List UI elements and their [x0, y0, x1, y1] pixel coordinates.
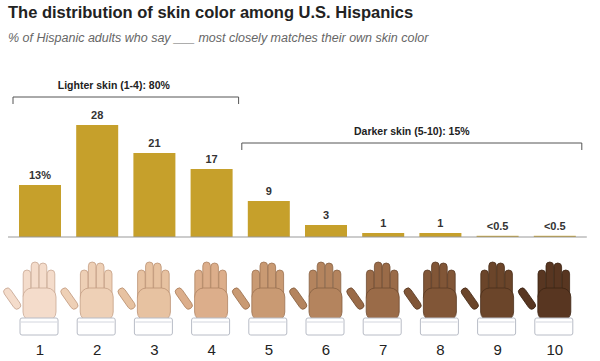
hand-icon [403, 262, 459, 335]
chart: The distribution of skin color among U.S… [0, 0, 600, 361]
x-tick-label: 6 [322, 341, 330, 358]
cuff-line [536, 322, 572, 323]
x-tick-label: 7 [379, 341, 387, 358]
bar [133, 153, 175, 237]
cuff-line [479, 322, 515, 323]
hand-icon [345, 262, 401, 335]
thumb [59, 287, 79, 311]
bar [191, 169, 233, 237]
x-tick-label: 4 [207, 341, 215, 358]
data-label: <0.5 [487, 220, 509, 232]
bar [419, 233, 461, 237]
data-label: 13% [29, 169, 51, 181]
bar [19, 185, 61, 237]
x-tick-label: 1 [36, 341, 44, 358]
thumb [174, 287, 194, 311]
bar [362, 233, 404, 237]
x-tick-label: 8 [436, 341, 444, 358]
palm [137, 288, 170, 321]
baseline [8, 237, 587, 238]
data-label: 28 [91, 109, 103, 121]
cuff [20, 318, 58, 335]
annotation: Darker skin (5-10): 15% [354, 125, 470, 137]
palm [538, 288, 571, 321]
thumb [345, 287, 365, 311]
cuff [134, 318, 172, 335]
x-tick-label: 10 [546, 341, 563, 358]
cuff [535, 318, 573, 335]
x-tick-label: 2 [93, 341, 101, 358]
hand-icon [59, 262, 115, 335]
cuff-line [21, 322, 57, 323]
cuff-line [78, 322, 114, 323]
subtitle: % of Hispanic adults who say ___ most cl… [8, 31, 429, 45]
x-tick-label: 3 [150, 341, 158, 358]
bracket [13, 97, 239, 104]
thumb [517, 287, 537, 311]
data-label: 9 [266, 185, 272, 197]
cuff-line [364, 322, 400, 323]
thumb [403, 287, 423, 311]
palm [423, 288, 456, 321]
data-label: 17 [205, 153, 217, 165]
title: The distribution of skin color among U.S… [8, 3, 413, 21]
data-label: 3 [323, 209, 329, 221]
data-label: 1 [437, 217, 443, 229]
cuff-line [421, 322, 457, 323]
hand-icon [288, 262, 344, 335]
palm [366, 288, 399, 321]
thumb [231, 287, 251, 311]
cuff [249, 318, 287, 335]
hand-icon [174, 262, 230, 335]
thumb [117, 287, 137, 311]
x-tick-label: 5 [265, 341, 273, 358]
hand-icon [2, 262, 58, 335]
x-tick-label: 9 [493, 341, 501, 358]
data-label: <0.5 [544, 220, 566, 232]
annotation: Lighter skin (1-4): 80% [58, 79, 171, 91]
cuff [192, 318, 230, 335]
cuff [306, 318, 344, 335]
hand-icon [517, 262, 573, 335]
cuff-line [250, 322, 286, 323]
hand-icon [231, 262, 287, 335]
palm [80, 288, 113, 321]
cuff [478, 318, 516, 335]
cuff [363, 318, 401, 335]
bar [305, 225, 347, 237]
palm [309, 288, 342, 321]
cuff-line [135, 322, 171, 323]
bracket [242, 143, 582, 150]
hand-icon [117, 262, 173, 335]
data-label: 21 [148, 137, 160, 149]
palm [252, 288, 285, 321]
cuff-line [193, 322, 229, 323]
palm [23, 288, 56, 321]
bar [248, 201, 290, 237]
cuff [420, 318, 458, 335]
palm [195, 288, 228, 321]
thumb [460, 287, 480, 311]
palm [481, 288, 514, 321]
bar [76, 125, 118, 237]
cuff [77, 318, 115, 335]
data-label: 1 [380, 217, 386, 229]
bars [19, 125, 576, 237]
cuff-line [307, 322, 343, 323]
thumb [2, 287, 22, 311]
hand-icon [460, 262, 516, 335]
thumb [288, 287, 308, 311]
